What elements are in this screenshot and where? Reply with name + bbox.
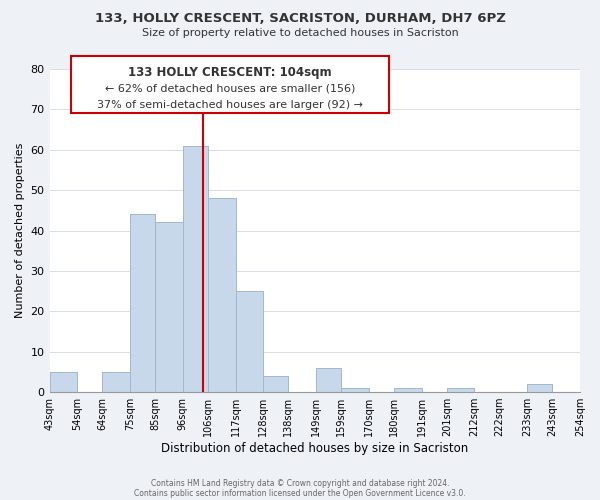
Bar (341, 388, 369, 392)
Bar (155, 222, 183, 392)
Bar (50, 372, 77, 392)
Text: 37% of semi-detached houses are larger (92) →: 37% of semi-detached houses are larger (… (97, 100, 363, 110)
FancyBboxPatch shape (71, 56, 389, 112)
Bar (236, 291, 263, 392)
Bar (263, 376, 289, 392)
Bar (447, 388, 475, 392)
Bar (130, 214, 155, 392)
Bar (316, 368, 341, 392)
Bar (208, 198, 236, 392)
Bar (394, 388, 422, 392)
Bar (183, 146, 208, 392)
Text: Contains HM Land Registry data © Crown copyright and database right 2024.: Contains HM Land Registry data © Crown c… (151, 478, 449, 488)
Bar (527, 384, 553, 392)
Text: Size of property relative to detached houses in Sacriston: Size of property relative to detached ho… (142, 28, 458, 38)
Bar (103, 372, 130, 392)
Text: 133 HOLLY CRESCENT: 104sqm: 133 HOLLY CRESCENT: 104sqm (128, 66, 332, 79)
Text: Contains public sector information licensed under the Open Government Licence v3: Contains public sector information licen… (134, 488, 466, 498)
Text: ← 62% of detached houses are smaller (156): ← 62% of detached houses are smaller (15… (105, 84, 355, 94)
Y-axis label: Number of detached properties: Number of detached properties (15, 143, 25, 318)
Text: 133, HOLLY CRESCENT, SACRISTON, DURHAM, DH7 6PZ: 133, HOLLY CRESCENT, SACRISTON, DURHAM, … (95, 12, 505, 26)
X-axis label: Distribution of detached houses by size in Sacriston: Distribution of detached houses by size … (161, 442, 469, 455)
